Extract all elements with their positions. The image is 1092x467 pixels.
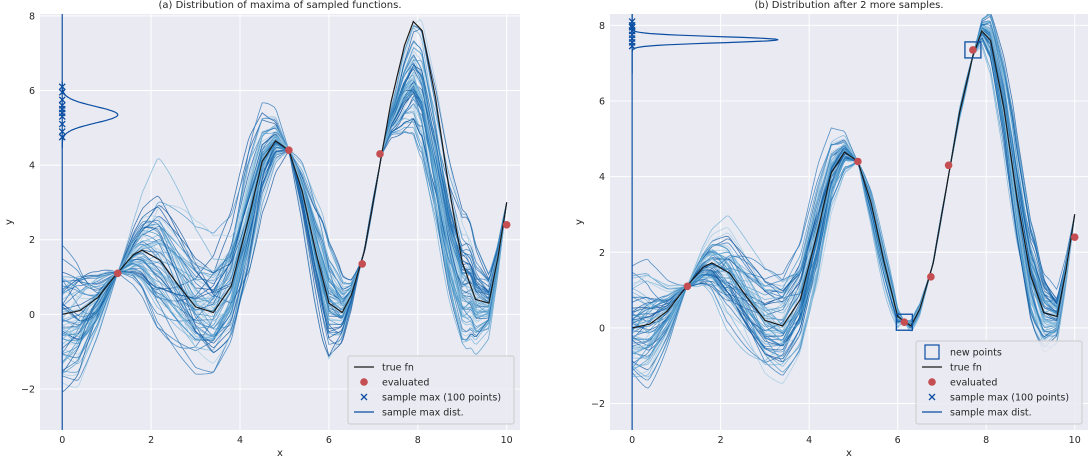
x-tick-label: 2 bbox=[148, 435, 154, 446]
evaluated-point bbox=[900, 318, 909, 327]
chart-title: (a) Distribution of maxima of sampled fu… bbox=[159, 0, 402, 11]
legend: new points true fn evaluated sample max (10… bbox=[915, 340, 1083, 425]
sample-max-marker bbox=[58, 83, 66, 91]
evaluated-point bbox=[113, 269, 122, 278]
legend-label: sample max (100 points) bbox=[382, 393, 501, 404]
y-tick-label: 4 bbox=[29, 161, 35, 172]
legend-cross-swatch bbox=[360, 393, 368, 401]
y-tick-label: 2 bbox=[29, 235, 35, 246]
sample-function bbox=[632, 47, 1076, 332]
panel-b: 0 2 4 6 8 10 −2 0 2 4 6 8 (b) Distribution after 2 m… bbox=[574, 0, 1088, 459]
sample-function bbox=[631, 27, 1076, 381]
legend-label: new points bbox=[950, 348, 1002, 359]
legend-evaluated-swatch bbox=[928, 378, 936, 386]
x-tick-label: 8 bbox=[415, 435, 421, 446]
panel-a: 0 2 4 6 8 10 −2 0 2 4 6 8 (a) Distribution of maxima… bbox=[4, 0, 520, 459]
sample-function bbox=[61, 78, 508, 341]
sample-function bbox=[631, 14, 1076, 342]
y-tick-label: 8 bbox=[599, 21, 605, 32]
legend-label: true fn bbox=[382, 363, 414, 374]
new-point-marker bbox=[895, 313, 913, 331]
y-tick-label: 6 bbox=[599, 96, 605, 107]
legend-box bbox=[915, 340, 1083, 425]
x-axis-label: x bbox=[277, 448, 283, 459]
sample-max-marker bbox=[58, 128, 66, 135]
y-axis-label: y bbox=[4, 219, 15, 225]
y-tick-label: 8 bbox=[29, 11, 35, 22]
sample-function bbox=[631, 28, 1076, 340]
x-tick-label: 6 bbox=[895, 435, 901, 446]
evaluated-point bbox=[1070, 233, 1079, 241]
evaluated-point bbox=[969, 46, 977, 54]
sample-function bbox=[632, 14, 1076, 369]
sample-function bbox=[632, 26, 1076, 349]
legend: true fn evaluated sample max (100 points) s… bbox=[347, 355, 515, 425]
x-tick-label: 0 bbox=[629, 435, 635, 446]
y-tick-label: 0 bbox=[29, 310, 35, 321]
sample-max-marker bbox=[58, 120, 66, 128]
sample-function bbox=[61, 118, 508, 364]
plot-content bbox=[58, 14, 511, 430]
y-tick-label: −2 bbox=[591, 399, 605, 410]
legend-label: sample max dist. bbox=[950, 408, 1032, 419]
evaluated-point bbox=[376, 150, 384, 158]
sample-max-marker bbox=[58, 101, 66, 109]
x-axis-label: x bbox=[846, 448, 852, 459]
y-tick-label: 4 bbox=[599, 172, 605, 183]
evaluated-point bbox=[927, 273, 935, 281]
legend-label: sample max (100 points) bbox=[950, 393, 1069, 404]
legend-label: sample max dist. bbox=[382, 408, 464, 419]
legend-label: evaluated bbox=[382, 378, 429, 389]
x-tick-label: 8 bbox=[983, 435, 989, 446]
y-tick-label: 2 bbox=[599, 248, 605, 259]
y-tick-label: 0 bbox=[599, 323, 605, 334]
sample-function bbox=[61, 76, 508, 338]
x-tick-label: 4 bbox=[237, 435, 243, 446]
legend-square-swatch bbox=[924, 344, 940, 360]
sample-function bbox=[61, 80, 508, 349]
true-fn-line bbox=[62, 20, 508, 315]
legend-label: true fn bbox=[950, 363, 982, 374]
legend-label: evaluated bbox=[950, 378, 997, 389]
evaluated-point bbox=[854, 157, 862, 166]
legend-evaluated-swatch bbox=[360, 378, 368, 386]
x-tick-label: 10 bbox=[1069, 435, 1081, 446]
legend-cross-swatch bbox=[928, 393, 936, 401]
sample-max-marker bbox=[58, 96, 66, 104]
evaluated-point bbox=[285, 146, 293, 154]
sample-max-marker bbox=[58, 133, 66, 141]
sample-max-marker bbox=[58, 88, 66, 96]
plot-content bbox=[628, 14, 1079, 430]
sample-max-dist-curve bbox=[631, 14, 779, 74]
x-tick-label: 0 bbox=[59, 435, 65, 446]
evaluated-point bbox=[944, 161, 953, 170]
true-fn-line bbox=[631, 29, 1076, 329]
evaluated-point bbox=[683, 282, 692, 291]
y-tick-label: 6 bbox=[29, 86, 35, 97]
sample-max-dist-curve bbox=[61, 81, 119, 149]
evaluated-point bbox=[358, 260, 367, 268]
sample-max-marker bbox=[628, 23, 636, 31]
sample-max-marker bbox=[628, 18, 636, 26]
evaluated-point bbox=[502, 220, 511, 229]
new-point-marker bbox=[964, 41, 982, 59]
y-tick-label: −2 bbox=[21, 384, 35, 395]
chart-title: (b) Distribution after 2 more samples. bbox=[754, 0, 943, 11]
y-axis-label: y bbox=[574, 219, 585, 225]
x-tick-label: 4 bbox=[806, 435, 812, 446]
x-tick-label: 6 bbox=[326, 435, 332, 446]
x-tick-label: 2 bbox=[718, 435, 724, 446]
x-tick-label: 10 bbox=[501, 435, 513, 446]
sample-function bbox=[62, 19, 508, 376]
legend-box bbox=[347, 355, 515, 425]
